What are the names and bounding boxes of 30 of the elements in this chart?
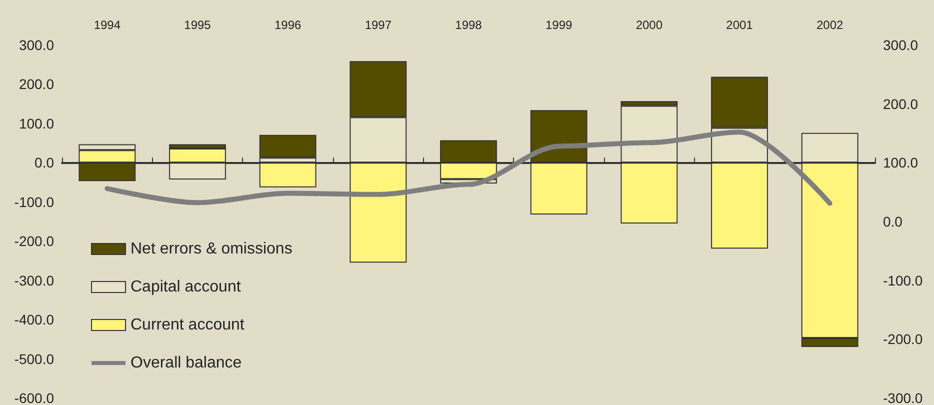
y-tick-label: 200.0 (18, 76, 54, 92)
y-tick-label: 300.0 (18, 37, 54, 53)
y-tick-label: -600.0 (14, 390, 54, 405)
y2-tick-label: -300.0 (883, 390, 923, 405)
x-tick-label: 2002 (816, 18, 844, 32)
y2-tick-label: 100.0 (883, 154, 918, 171)
legend-label: Overall balance (130, 354, 242, 372)
x-tick-label: 1996 (274, 18, 302, 32)
x-tick-label: 1995 (184, 18, 212, 32)
x-tick-label: 1999 (545, 18, 573, 32)
y-tick-label: -500.0 (14, 350, 54, 367)
x-tick-label: 1997 (364, 18, 392, 32)
legend-label: Net errors & omissions (130, 240, 292, 258)
y-tick-label: -200.0 (14, 233, 54, 250)
y-tick-label: 0.0 (34, 154, 54, 171)
legend-label: Current account (130, 316, 245, 334)
y-tick-label: -400.0 (14, 312, 54, 328)
legend-label: Capital account (130, 278, 242, 296)
x-tick-label: 1994 (94, 18, 121, 32)
y2-tick-label: 0.0 (883, 214, 903, 230)
y-tick-label: -300.0 (14, 272, 54, 288)
y2-tick-label: -200.0 (883, 331, 923, 348)
y2-tick-label: -100.0 (883, 272, 923, 288)
y2-tick-label: 200.0 (883, 96, 918, 112)
y-tick-label: -100.0 (14, 194, 54, 210)
x-tick-label: 2001 (726, 18, 754, 32)
x-tick-label: 1998 (455, 18, 482, 32)
y2-tick-label: 300.0 (883, 37, 918, 53)
y-tick-label: 100.0 (18, 115, 54, 132)
x-tick-label: 2000 (636, 18, 663, 32)
